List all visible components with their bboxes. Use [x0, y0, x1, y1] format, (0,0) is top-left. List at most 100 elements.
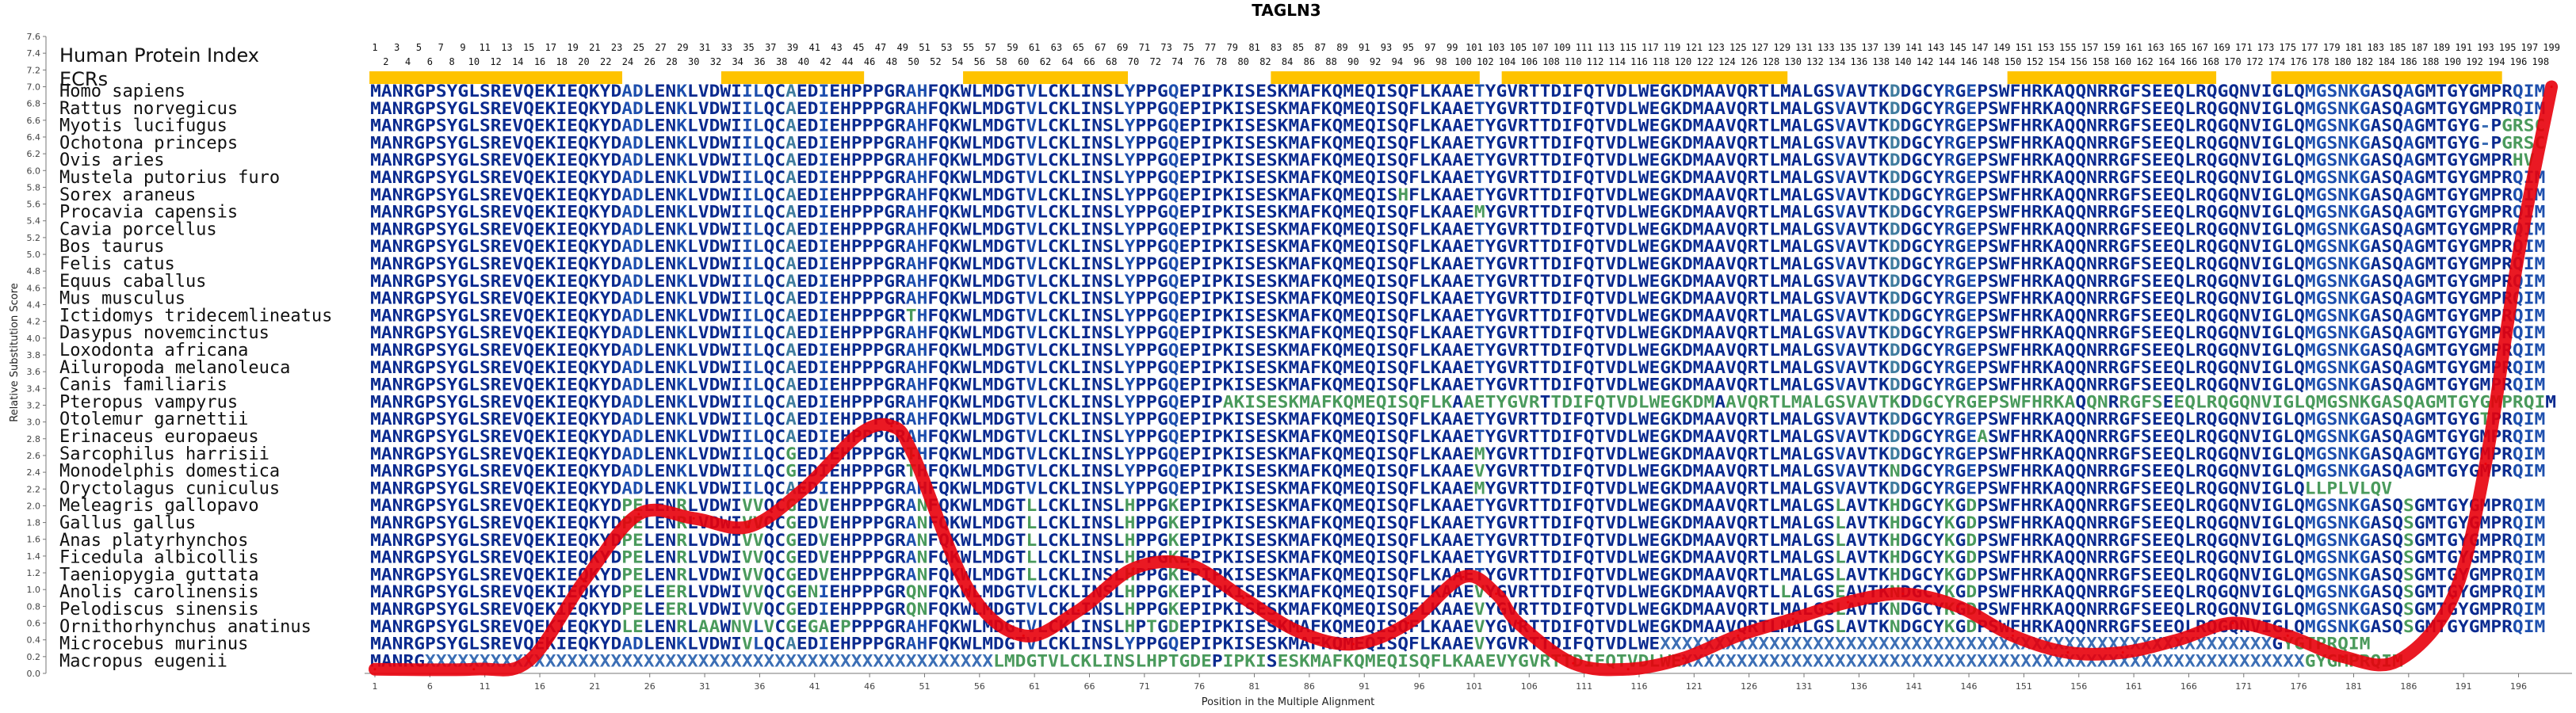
residue: K	[1278, 306, 1289, 325]
human-index-even: 118	[1653, 56, 1670, 67]
residue: K	[676, 99, 687, 118]
residue: G	[1911, 116, 1922, 135]
residue: Y	[600, 254, 611, 273]
residue: E	[1966, 272, 1977, 291]
residue: G	[2414, 272, 2425, 291]
residue: Q	[523, 168, 534, 187]
residue: F	[2010, 82, 2021, 101]
residue: E	[829, 376, 840, 395]
residue: D	[1682, 219, 1693, 238]
residue: V	[1605, 444, 1616, 463]
residue: M	[982, 427, 993, 446]
human-index-odd: 7	[438, 42, 444, 53]
residue: K	[589, 376, 600, 395]
residue: I	[742, 289, 753, 308]
residue: M	[2480, 168, 2491, 187]
residue: P	[1146, 151, 1157, 170]
residue: K	[1431, 358, 1442, 377]
residue: A	[1714, 341, 1726, 360]
residue: E	[829, 358, 840, 377]
residue: L	[2283, 254, 2294, 273]
residue: S	[2381, 306, 2392, 325]
residue: G	[1004, 272, 1015, 291]
residue: R	[403, 116, 414, 135]
residue: G	[1157, 376, 1168, 395]
residue: K	[545, 151, 556, 170]
residue: V	[1026, 99, 1037, 118]
residue: D	[808, 427, 819, 446]
residue: S	[1103, 358, 1114, 377]
residue: Q	[2173, 237, 2184, 256]
human-index-even: 22	[600, 56, 611, 67]
residue: F	[927, 237, 938, 256]
residue: Q	[1397, 237, 1408, 256]
residue: A	[621, 254, 633, 273]
residue: R	[1944, 237, 1955, 256]
residue: S	[1103, 168, 1114, 187]
human-index-even: 156	[2070, 56, 2088, 67]
human-index-odd: 103	[1488, 42, 1505, 53]
residue: G	[884, 99, 895, 118]
residue: V	[698, 185, 709, 204]
residue: L	[1420, 82, 1431, 101]
residue: P	[2490, 289, 2501, 308]
residue: G	[457, 219, 468, 238]
residue: N	[665, 341, 676, 360]
residue: G	[2360, 272, 2371, 291]
residue: T	[1015, 237, 1026, 256]
residue: Q	[2392, 82, 2403, 101]
residue: Q	[764, 272, 775, 291]
residue: A	[381, 219, 392, 238]
residue: V	[1507, 185, 1518, 204]
residue: T	[1015, 219, 1026, 238]
residue: D	[808, 185, 819, 204]
residue: N	[2239, 203, 2250, 222]
residue: F	[2010, 462, 2021, 481]
residue: G	[1660, 306, 1671, 325]
residue: E	[1354, 323, 1365, 342]
residue: A	[2403, 237, 2414, 256]
residue: Q	[2294, 203, 2305, 222]
residue: I	[1561, 99, 1573, 118]
residue: D	[1901, 462, 1912, 481]
residue: T	[2436, 358, 2447, 377]
residue: M	[370, 306, 381, 325]
residue: Q	[938, 116, 950, 135]
residue: M	[370, 116, 381, 135]
residue: V	[1026, 410, 1037, 429]
residue: P	[1190, 168, 1201, 187]
residue: I	[731, 168, 742, 187]
residue: V	[1857, 427, 1868, 446]
residue: Q	[1584, 151, 1595, 170]
residue: G	[457, 427, 468, 446]
residue: V	[1605, 99, 1616, 118]
residue: I	[731, 185, 742, 204]
residue: P	[851, 323, 862, 342]
residue: G	[1813, 185, 1824, 204]
residue: R	[2501, 427, 2513, 446]
residue: P	[1977, 116, 1988, 135]
residue: K	[2043, 185, 2054, 204]
residue: G	[1004, 133, 1015, 152]
residue: M	[1693, 82, 1704, 101]
residue: D	[709, 203, 720, 222]
residue: A	[1299, 376, 1310, 395]
human-index-odd: 149	[1993, 42, 2011, 53]
residue: A	[381, 203, 392, 222]
x-tick-label: 161	[2126, 681, 2142, 692]
residue: G	[457, 392, 468, 411]
sequence-row: MANRGPSYGLSREVQEKIEQKYDADLENKLVDWIILQCAE…	[370, 392, 2556, 411]
residue: G	[2272, 341, 2284, 360]
residue: G	[2316, 168, 2327, 187]
residue: Q	[2239, 392, 2250, 411]
y-tick-label: 4.6	[27, 283, 41, 293]
residue: K	[1223, 254, 1234, 273]
residue: G	[2371, 392, 2382, 411]
residue: A	[1452, 358, 1463, 377]
residue: P	[1190, 272, 1201, 291]
residue: T	[1758, 376, 1769, 395]
residue: Q	[1397, 341, 1408, 360]
residue: F	[927, 341, 938, 360]
residue: S	[2381, 151, 2392, 170]
human-index-even: 80	[1237, 56, 1248, 67]
